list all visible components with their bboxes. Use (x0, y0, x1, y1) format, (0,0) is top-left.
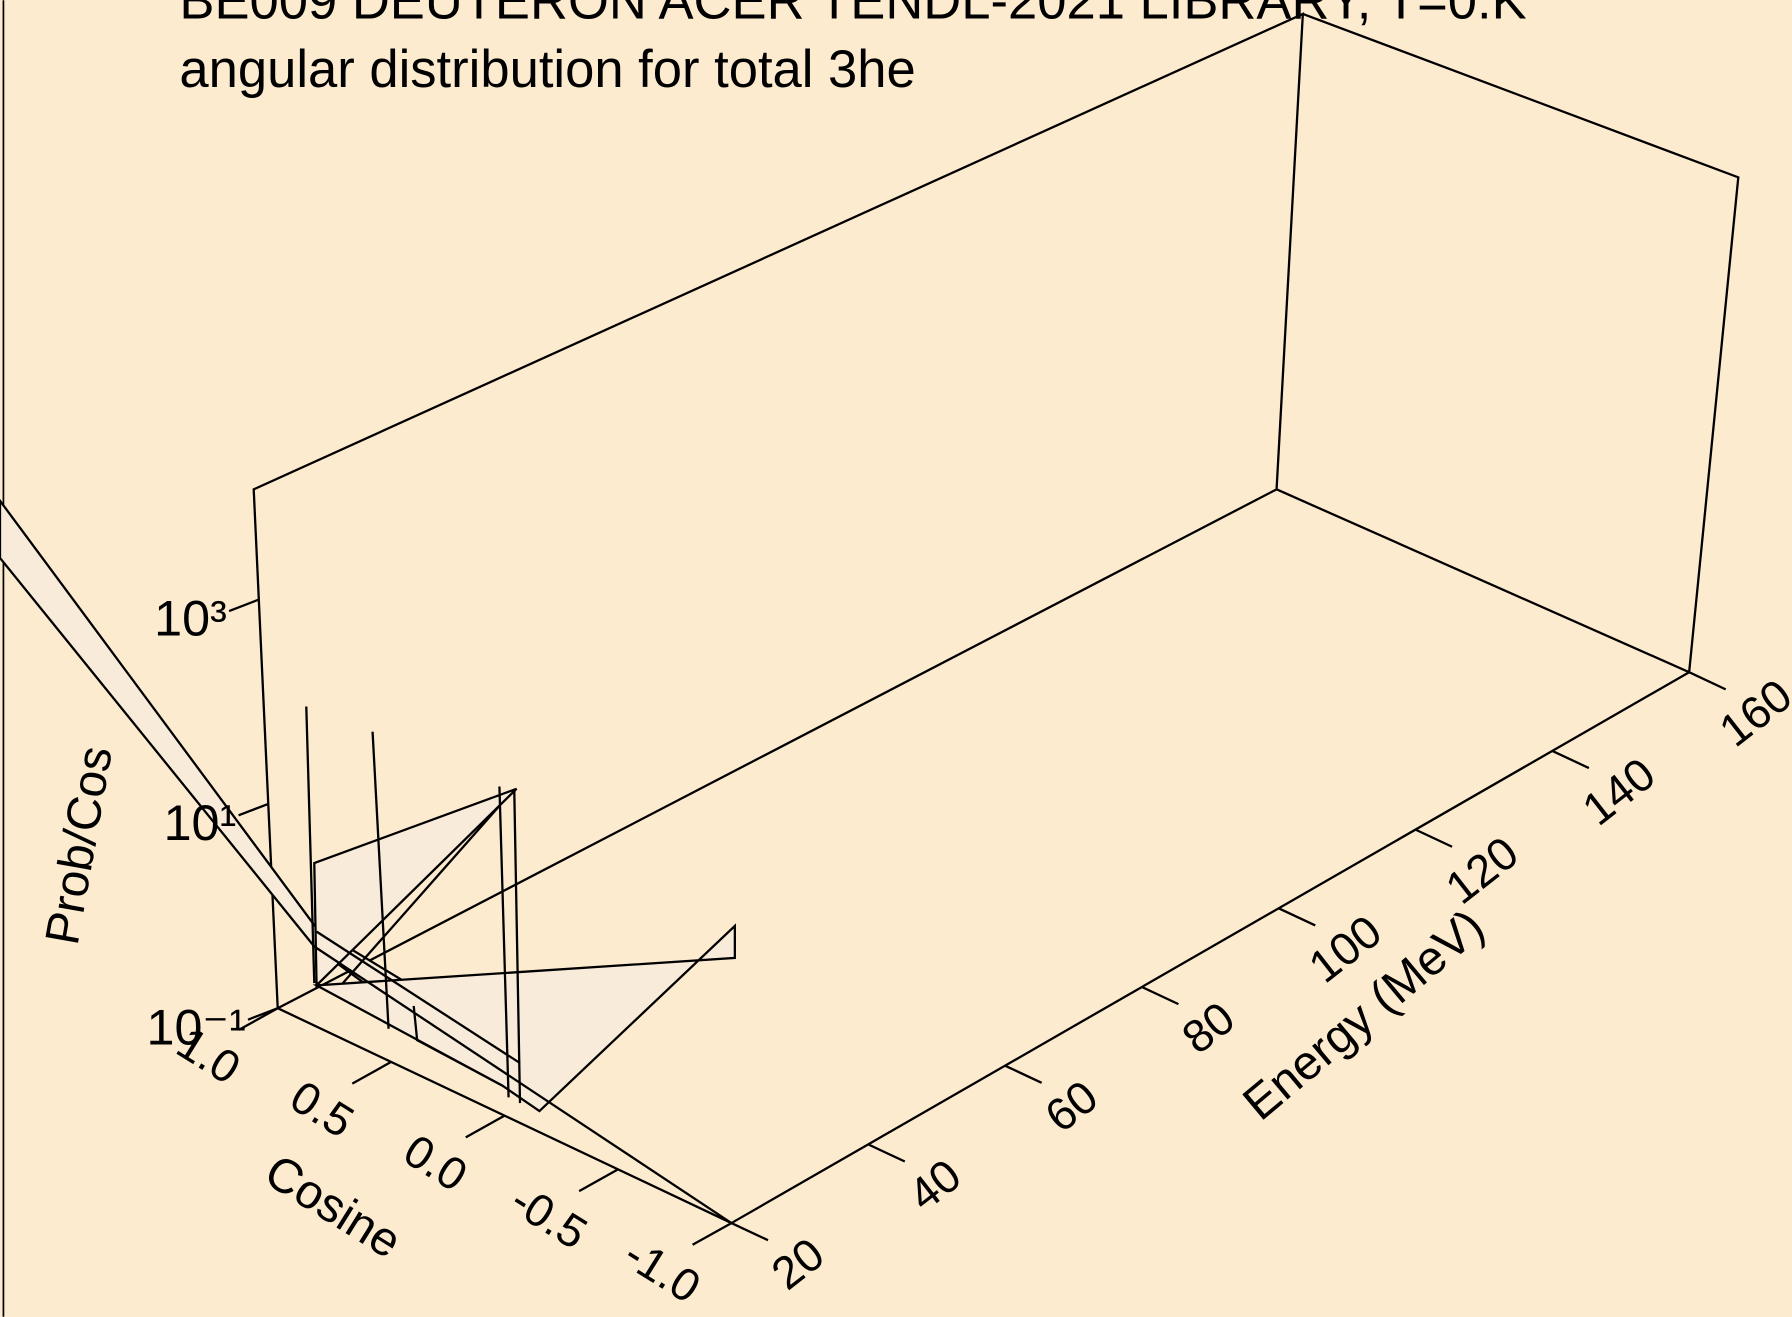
surface-line (315, 930, 521, 1065)
axes-box (252, 12, 1740, 1010)
chart-title: BE009 DEUTERON ACER TENDL-2021 LIBRARY, … (179, 0, 1526, 30)
z-tick (238, 802, 269, 817)
y-axis-line (730, 671, 1690, 1225)
x-tick (465, 1114, 506, 1139)
surface (0, 498, 736, 1225)
surface-line (313, 945, 733, 1225)
y-tick (730, 1222, 769, 1242)
surface-line (305, 706, 316, 984)
y-tick (1415, 828, 1453, 848)
y-tick (1278, 907, 1316, 927)
right-edges (1276, 12, 1740, 674)
z-tick (247, 1007, 279, 1021)
z-tick (228, 598, 260, 613)
y-tick (1551, 749, 1590, 770)
surface-line (513, 791, 522, 1104)
surface-patch (313, 787, 518, 989)
y-tick (867, 1143, 906, 1163)
x-tick (578, 1168, 619, 1193)
z-tick-label: 10¹ (164, 794, 237, 851)
x-tick (692, 1222, 732, 1246)
surface-line (371, 731, 390, 1029)
x-tick (351, 1060, 392, 1085)
y-tick (1004, 1064, 1043, 1084)
z-tick-label: 10³ (154, 590, 227, 647)
y-tick (1141, 985, 1179, 1006)
chart-subtitle: angular distribution for total 3he (179, 40, 915, 99)
surface-line (342, 805, 501, 984)
y-tick (1688, 671, 1727, 691)
surface-line (498, 786, 510, 1098)
surface-line (412, 1005, 504, 1087)
z-tick-label: 10⁻¹ (147, 998, 246, 1055)
